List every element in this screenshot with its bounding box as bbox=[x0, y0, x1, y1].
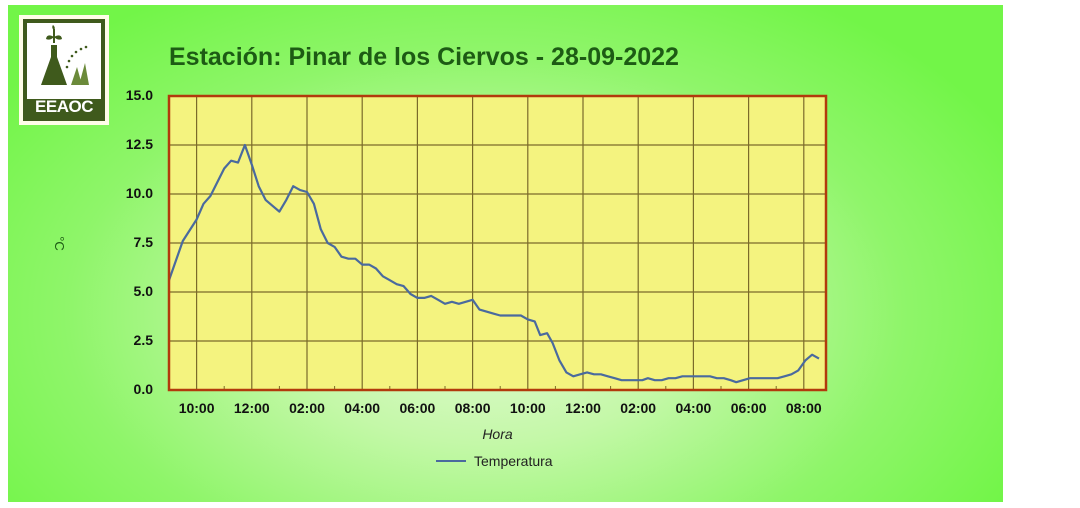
y-tick-label: 10.0 bbox=[125, 185, 153, 201]
y-tick-label: 15.0 bbox=[125, 87, 153, 103]
y-tick-label: 5.0 bbox=[133, 283, 153, 299]
x-tick-label: 04:00 bbox=[675, 400, 712, 416]
logo-text: EEAOC bbox=[35, 97, 93, 116]
x-tick-label: 02:00 bbox=[620, 400, 657, 416]
legend-label-temperatura: Temperatura bbox=[474, 453, 553, 469]
x-tick-label: 10:00 bbox=[178, 400, 215, 416]
y-tick-label: 12.5 bbox=[125, 136, 153, 152]
x-tick-label: 10:00 bbox=[509, 400, 546, 416]
x-tick-label: 04:00 bbox=[344, 400, 381, 416]
legend-line-swatch bbox=[436, 460, 466, 462]
logo-frame: EEAOC bbox=[23, 19, 105, 121]
legend[interactable]: Temperatura bbox=[436, 453, 553, 469]
temperature-series-line bbox=[167, 143, 820, 384]
x-tick-label: 12:00 bbox=[233, 400, 270, 416]
x-tick-label: 08:00 bbox=[454, 400, 491, 416]
y-tick-label: 2.5 bbox=[133, 332, 153, 348]
x-tick-label: 06:00 bbox=[399, 400, 436, 416]
x-axis-label: Hora bbox=[482, 426, 513, 442]
flask-plant-icon bbox=[27, 23, 101, 99]
y-tick-label: 7.5 bbox=[133, 234, 153, 250]
y-axis-label: °C bbox=[51, 236, 67, 251]
chart-title: Estación: Pinar de los Ciervos - 28-09-2… bbox=[169, 43, 679, 71]
x-tick-label: 06:00 bbox=[730, 400, 767, 416]
x-tick-label: 02:00 bbox=[289, 400, 325, 416]
y-tick-label: 0.0 bbox=[133, 381, 153, 397]
x-tick-label: 08:00 bbox=[785, 400, 822, 416]
plot-border bbox=[167, 94, 828, 392]
x-tick-label: 12:00 bbox=[565, 400, 601, 416]
eeaoc-logo: EEAOC bbox=[19, 15, 109, 125]
